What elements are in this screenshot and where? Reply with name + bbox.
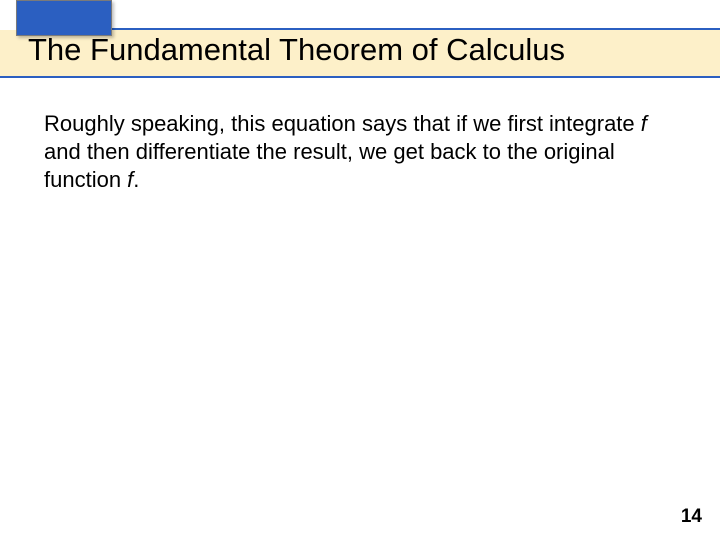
- header-bottom-rule: [0, 76, 720, 78]
- body-text-f1: f: [641, 111, 647, 136]
- body-text-prefix: Roughly speaking, this equation says tha…: [44, 111, 641, 136]
- page-number: 14: [681, 506, 702, 528]
- header-top-rule: [112, 28, 720, 30]
- slide-body: Roughly speaking, this equation says tha…: [44, 110, 676, 194]
- slide-header: The Fundamental Theorem of Calculus: [0, 0, 720, 86]
- body-text-suffix: .: [133, 167, 139, 192]
- header-blue-box: [16, 0, 112, 36]
- slide-title: The Fundamental Theorem of Calculus: [28, 32, 565, 68]
